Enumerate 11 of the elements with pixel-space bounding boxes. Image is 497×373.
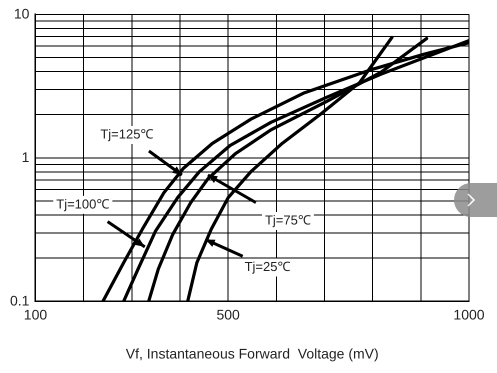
y-tick-label: 1 <box>22 148 30 165</box>
annotation: Tj=25℃ <box>244 259 290 274</box>
annotation: Tj=125℃ <box>100 126 154 142</box>
x-axis-title: Vf, Instantaneous Forward Voltage (mV) <box>126 345 379 362</box>
y-tick-label: 10 <box>14 5 30 22</box>
x-tick-label: 100 <box>24 306 48 323</box>
x-tick-label: 1000 <box>453 306 485 323</box>
annotation: Tj=75℃ <box>264 212 311 228</box>
annotation: Tj=100℃ <box>56 196 110 212</box>
y-tick-label: 0.1 <box>10 292 30 308</box>
x-tick-label: 500 <box>216 306 240 323</box>
